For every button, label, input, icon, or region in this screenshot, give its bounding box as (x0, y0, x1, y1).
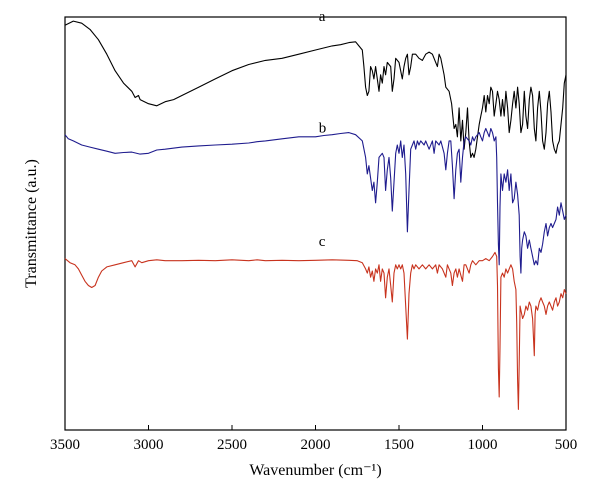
x-tick-label: 2000 (301, 437, 331, 453)
x-axis-ticks: 3500 3000 2500 2000 1500 1000 500 (50, 425, 577, 453)
spectrum-curves (64, 20, 567, 410)
curve-label-a: a (319, 9, 326, 25)
x-axis-label: Wavenumber (cm⁻¹) (249, 462, 381, 479)
y-axis-label: Transmittance (a.u.) (23, 159, 40, 288)
spectrum-line-b (64, 127, 567, 274)
x-tick-label: 500 (555, 437, 578, 453)
x-tick-label: 1500 (384, 437, 414, 453)
curve-labels: a b c (319, 9, 327, 250)
x-tick-label: 1000 (468, 437, 498, 453)
x-tick-label: 3500 (50, 437, 80, 453)
x-tick-label: 2500 (217, 437, 247, 453)
x-tick-label: 3000 (134, 437, 164, 453)
curve-label-b: b (319, 121, 327, 137)
spectrum-line-a (64, 20, 567, 158)
curve-label-c: c (319, 234, 326, 250)
plot-frame (64, 16, 567, 431)
spectrum-line-c (64, 251, 567, 410)
